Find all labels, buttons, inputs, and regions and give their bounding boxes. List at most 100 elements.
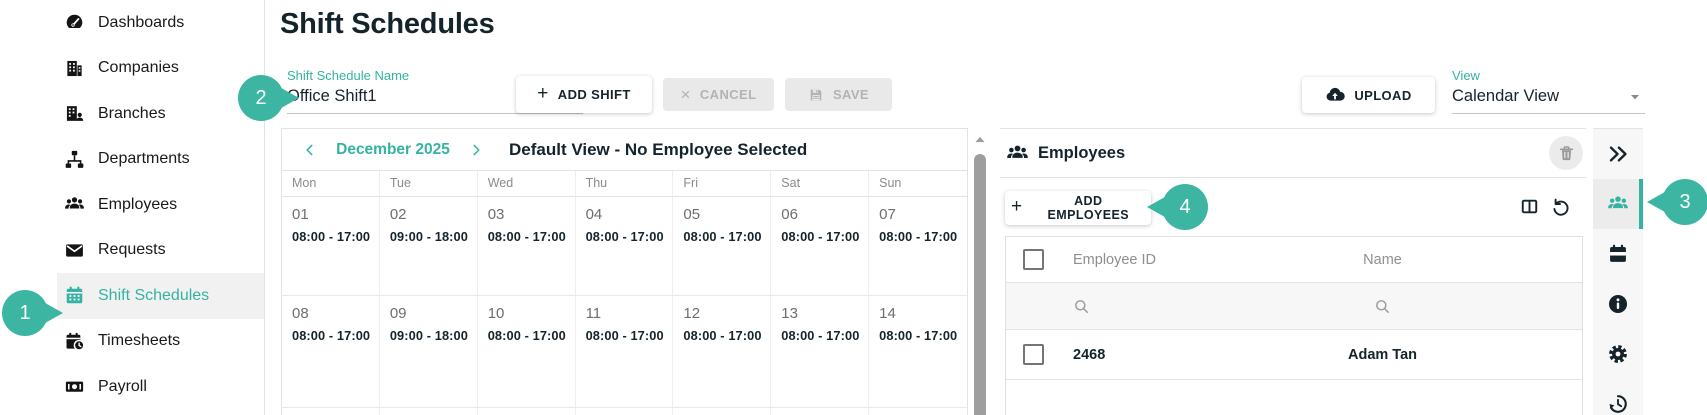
name-filter[interactable] [1183, 298, 1582, 315]
day-number: 01 [292, 206, 309, 223]
scroll-up-icon[interactable] [973, 133, 987, 147]
employee-name-cell: Adam Tan [1347, 346, 1418, 363]
info-icon [1607, 293, 1629, 315]
upload-button[interactable]: UPLOAD [1302, 77, 1435, 113]
page-title: Shift Schedules [280, 8, 495, 40]
shift-time: 08:00 - 17:00 [879, 229, 958, 244]
sidebar-item-dashboards[interactable]: Dashboards [57, 0, 264, 46]
calendar-header: December 2025 Default View - No Employee… [282, 129, 967, 171]
day-header-fri: Fri [673, 171, 772, 197]
select-all-cell [1006, 249, 1061, 270]
collapse-panel-button[interactable] [1593, 129, 1643, 179]
calendar-day-cell[interactable]: 05 08:00 - 17:00 [673, 197, 772, 296]
calendar-day-cell[interactable] [282, 408, 380, 415]
table-filter-row [1006, 283, 1582, 330]
right-icon-strip [1593, 128, 1643, 415]
shift-time: 08:00 - 17:00 [781, 328, 860, 343]
day-number: 04 [585, 206, 603, 223]
calendar-day-cell[interactable] [771, 408, 870, 415]
plus-icon: + [537, 82, 549, 104]
annotation-step-4: 4 [1146, 184, 1208, 230]
columns-button[interactable] [1520, 197, 1539, 222]
calendar-day-cell[interactable]: 13 08:00 - 17:00 [771, 296, 870, 408]
strip-tab-info[interactable] [1593, 279, 1643, 329]
sidebar-item-branches[interactable]: Branches [57, 91, 264, 137]
employees-icon [64, 194, 85, 215]
employee-id-filter[interactable] [1061, 298, 1183, 315]
save-button[interactable]: SAVE [785, 78, 892, 111]
delete-employees-button[interactable] [1549, 136, 1583, 170]
calendar-day-cell[interactable]: 08 08:00 - 17:00 [282, 296, 380, 408]
sidebar-item-companies[interactable]: Companies [57, 46, 264, 92]
strip-tab-schedule[interactable] [1593, 229, 1643, 279]
day-number: 06 [781, 206, 798, 223]
cancel-button[interactable]: × CANCEL [663, 78, 774, 111]
sidebar-item-timesheets[interactable]: Timesheets [57, 319, 264, 365]
shift-schedule-name-field: Shift Schedule Name Office Shift1 [287, 68, 583, 114]
day-number: 11 [585, 305, 602, 322]
day-number: 03 [487, 206, 505, 223]
calendar-day-cell[interactable]: 12 08:00 - 17:00 [673, 296, 772, 408]
annotation-pointer-icon [2, 290, 64, 336]
shift-time: 09:00 - 18:00 [389, 229, 468, 244]
scrollbar-thumb[interactable] [974, 154, 986, 415]
sidebar-item-requests[interactable]: Requests [57, 228, 264, 274]
sidebar-item-shift-schedules[interactable]: Shift Schedules [57, 273, 264, 319]
calendar-day-cell[interactable] [478, 408, 576, 415]
view-select[interactable]: Calendar View [1452, 83, 1645, 114]
day-header-sun: Sun [869, 171, 967, 197]
sidebar-item-employees[interactable]: Employees [57, 182, 264, 228]
calendar-day-cell[interactable]: 03 08:00 - 17:00 [477, 197, 576, 296]
sidebar-item-departments[interactable]: Departments [57, 137, 264, 183]
people-icon [1607, 193, 1629, 215]
calendar-day-cell[interactable]: 14 08:00 - 17:00 [869, 296, 967, 408]
row-checkbox[interactable] [1023, 344, 1044, 365]
calendar-day-cell[interactable] [576, 408, 674, 415]
calendar-day-cell[interactable] [673, 408, 772, 415]
annotation-pointer-icon [1146, 184, 1208, 230]
employees-panel-title: Employees [1038, 143, 1126, 162]
chevrons-right-icon [1607, 143, 1629, 165]
chevron-down-icon [1627, 89, 1643, 105]
history-icon [1607, 393, 1629, 415]
sidebar-item-payroll[interactable]: Payroll [57, 364, 264, 410]
strip-tab-settings[interactable] [1593, 329, 1643, 379]
branch-icon [64, 103, 85, 124]
add-employees-label: ADD EMPLOYEES [1047, 194, 1129, 222]
strip-tab-history[interactable] [1593, 379, 1643, 415]
search-icon [1374, 298, 1391, 315]
select-all-checkbox[interactable] [1023, 249, 1044, 270]
reset-button[interactable] [1551, 196, 1571, 222]
calendar-grid: Mon Tue Wed Thu Fri Sat Sun 01 08:00 - 17:00 02 09… [282, 171, 967, 415]
sidebar-item-label: Companies [98, 59, 179, 77]
view-label: View [1452, 68, 1480, 83]
employee-row[interactable]: 2468 Adam Tan [1006, 330, 1582, 380]
prev-month-button[interactable] [303, 143, 317, 157]
sidebar: Dashboards Companies Branches Departments Em… [0, 0, 265, 415]
plus-icon: + [1011, 196, 1023, 217]
add-shift-button[interactable]: + ADD SHIFT [516, 76, 652, 113]
employees-table: Employee ID Name 2468 Adam Tan [1005, 236, 1583, 415]
day-number: 13 [781, 305, 798, 322]
calendar-day-cell[interactable]: 04 08:00 - 17:00 [575, 197, 674, 296]
calendar-day-cell[interactable]: 11 08:00 - 17:00 [575, 296, 674, 408]
undo-icon [1551, 196, 1571, 216]
timesheet-icon [64, 331, 85, 352]
add-employees-button[interactable]: + ADD EMPLOYEES [1005, 191, 1151, 225]
shift-schedule-name-value: Office Shift1 [287, 87, 377, 105]
calendar-day-cell[interactable]: 06 08:00 - 17:00 [771, 197, 870, 296]
annotation-pointer-icon [1646, 179, 1707, 225]
employees-icon [1006, 142, 1029, 165]
next-month-button[interactable] [469, 143, 483, 157]
calendar-day-cell[interactable]: 01 08:00 - 17:00 [282, 197, 380, 296]
calendar-day-cell[interactable]: 02 09:00 - 18:00 [379, 197, 478, 296]
calendar-day-cell[interactable]: 07 08:00 - 17:00 [869, 197, 967, 296]
calendar-day-cell[interactable]: 09 09:00 - 18:00 [379, 296, 478, 408]
payroll-icon [64, 376, 85, 397]
day-number: 02 [389, 206, 407, 223]
calendar-day-cell[interactable]: 10 08:00 - 17:00 [477, 296, 576, 408]
calendar-day-cell[interactable] [869, 408, 967, 415]
strip-tab-employees[interactable] [1593, 179, 1643, 229]
calendar-day-cell[interactable] [380, 408, 478, 415]
employees-panel: Employees + ADD EMPLOYEES Employee ID Nam… [1000, 128, 1586, 415]
